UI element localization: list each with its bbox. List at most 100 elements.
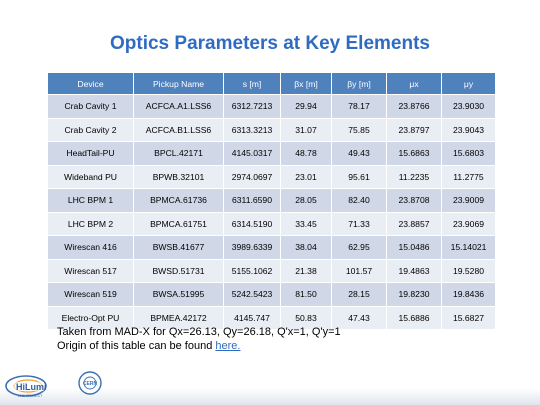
cell-device: Wideband PU [48, 165, 133, 188]
note-line-2: Origin of this table can be found here. [57, 339, 341, 353]
header-s: s [m] [224, 73, 280, 94]
note-line-1: Taken from MAD-X for Qx=26.13, Qy=26.18,… [57, 326, 341, 338]
cell-beta-y: 47.43 [332, 306, 386, 329]
cell-beta-y: 49.43 [332, 142, 386, 165]
table-row: Wirescan 416 BWSB.41677 3989.6339 38.04 … [48, 236, 495, 259]
cell-beta-y: 71.33 [332, 212, 386, 235]
svg-text:CERN: CERN [83, 381, 98, 387]
cell-mu-y: 19.5280 [442, 259, 495, 282]
cell-mu-x: 23.8708 [387, 189, 441, 212]
cell-s: 5242.5423 [224, 283, 280, 306]
cell-beta-y: 28.15 [332, 283, 386, 306]
cell-mu-y: 23.9030 [442, 95, 495, 118]
cell-device: HeadTail-PU [48, 142, 133, 165]
cell-mu-y: 15.6827 [442, 306, 495, 329]
cell-beta-x: 38.04 [281, 236, 331, 259]
cell-beta-x: 29.94 [281, 95, 331, 118]
cell-pickup: BPWB.32101 [134, 165, 223, 188]
table-row: Electro-Opt PU BPMEA.42172 4145.747 50.8… [48, 306, 495, 329]
cell-beta-x: 28.05 [281, 189, 331, 212]
cell-beta-x: 31.07 [281, 118, 331, 141]
header-pickup-name: Pickup Name [134, 73, 223, 94]
cell-beta-y: 101.57 [332, 259, 386, 282]
cell-s: 6313.3213 [224, 118, 280, 141]
cell-mu-x: 15.6886 [387, 306, 441, 329]
cell-s: 3989.6339 [224, 236, 280, 259]
hilumi-logo: HiLumi LHC PROJECT [5, 375, 47, 398]
note-line-2-prefix: Origin of this table can be found [57, 340, 216, 352]
cell-beta-y: 75.85 [332, 118, 386, 141]
cell-pickup: BWSB.41677 [134, 236, 223, 259]
cell-s: 6314.5190 [224, 212, 280, 235]
cell-mu-x: 19.8230 [387, 283, 441, 306]
cell-pickup: BPMCA.61736 [134, 189, 223, 212]
header-beta-x: βx [m] [281, 73, 331, 94]
cell-device: Electro-Opt PU [48, 306, 133, 329]
table-row: LHC BPM 2 BPMCA.61751 6314.5190 33.45 71… [48, 212, 495, 235]
table-row: Wirescan 519 BWSA.51995 5242.5423 81.50 … [48, 283, 495, 306]
footer-band [0, 388, 540, 405]
table-header-row: Device Pickup Name s [m] βx [m] βy [m] μ… [48, 73, 495, 94]
table-row: LHC BPM 1 BPMCA.61736 6311.6590 28.05 82… [48, 189, 495, 212]
cell-mu-y: 15.6803 [442, 142, 495, 165]
cell-mu-x: 19.4863 [387, 259, 441, 282]
table-row: Crab Cavity 1 ACFCA.A1.LSS6 6312.7213 29… [48, 95, 495, 118]
cell-beta-x: 81.50 [281, 283, 331, 306]
cell-s: 4145.747 [224, 306, 280, 329]
cell-pickup: BPCL.42171 [134, 142, 223, 165]
cell-mu-y: 11.2775 [442, 165, 495, 188]
svg-text:HiLumi: HiLumi [16, 382, 47, 392]
cell-device: Wirescan 517 [48, 259, 133, 282]
header-beta-y: βy [m] [332, 73, 386, 94]
cell-device: LHC BPM 1 [48, 189, 133, 212]
cell-mu-x: 15.6863 [387, 142, 441, 165]
cell-pickup: BWSA.51995 [134, 283, 223, 306]
cell-s: 6311.6590 [224, 189, 280, 212]
here-link[interactable]: here. [215, 340, 241, 352]
cell-beta-x: 21.38 [281, 259, 331, 282]
cell-device: Crab Cavity 1 [48, 95, 133, 118]
cell-pickup: ACFCA.A1.LSS6 [134, 95, 223, 118]
cell-pickup: BWSD.51731 [134, 259, 223, 282]
cell-beta-y: 95.61 [332, 165, 386, 188]
cern-logo: CERN [78, 371, 102, 395]
cell-s: 5155.1062 [224, 259, 280, 282]
cell-mu-y: 23.9069 [442, 212, 495, 235]
cell-mu-y: 23.9009 [442, 189, 495, 212]
page-title: Optics Parameters at Key Elements [110, 33, 430, 54]
header-mu-x: μx [387, 73, 441, 94]
cell-mu-x: 11.2235 [387, 165, 441, 188]
cell-beta-x: 33.45 [281, 212, 331, 235]
header-device: Device [48, 73, 133, 94]
cell-pickup: ACFCA.B1.LSS6 [134, 118, 223, 141]
cell-device: Wirescan 416 [48, 236, 133, 259]
cell-s: 4145.0317 [224, 142, 280, 165]
svg-text:LHC PROJECT: LHC PROJECT [18, 394, 43, 398]
cell-beta-x: 50.83 [281, 306, 331, 329]
cell-mu-x: 23.8857 [387, 212, 441, 235]
cell-mu-y: 19.8436 [442, 283, 495, 306]
table-row: Wirescan 517 BWSD.51731 5155.1062 21.38 … [48, 259, 495, 282]
cell-mu-x: 23.8797 [387, 118, 441, 141]
table-row: Wideband PU BPWB.32101 2974.0697 23.01 9… [48, 165, 495, 188]
cell-s: 2974.0697 [224, 165, 280, 188]
cell-mu-x: 23.8766 [387, 95, 441, 118]
header-mu-y: μy [442, 73, 495, 94]
cell-mu-y: 15.14021 [442, 236, 495, 259]
optics-parameters-table: Device Pickup Name s [m] βx [m] βy [m] μ… [47, 72, 496, 330]
cell-s: 6312.7213 [224, 95, 280, 118]
cell-mu-x: 15.0486 [387, 236, 441, 259]
cell-beta-y: 82.40 [332, 189, 386, 212]
cell-pickup: BPMCA.61751 [134, 212, 223, 235]
cell-pickup: BPMEA.42172 [134, 306, 223, 329]
cell-beta-y: 62.95 [332, 236, 386, 259]
cell-mu-y: 23.9043 [442, 118, 495, 141]
table-row: Crab Cavity 2 ACFCA.B1.LSS6 6313.3213 31… [48, 118, 495, 141]
table-row: HeadTail-PU BPCL.42171 4145.0317 48.78 4… [48, 142, 495, 165]
source-note: Taken from MAD-X for Qx=26.13, Qy=26.18,… [57, 325, 341, 353]
cell-beta-x: 48.78 [281, 142, 331, 165]
cell-beta-x: 23.01 [281, 165, 331, 188]
cell-device: LHC BPM 2 [48, 212, 133, 235]
cell-device: Crab Cavity 2 [48, 118, 133, 141]
